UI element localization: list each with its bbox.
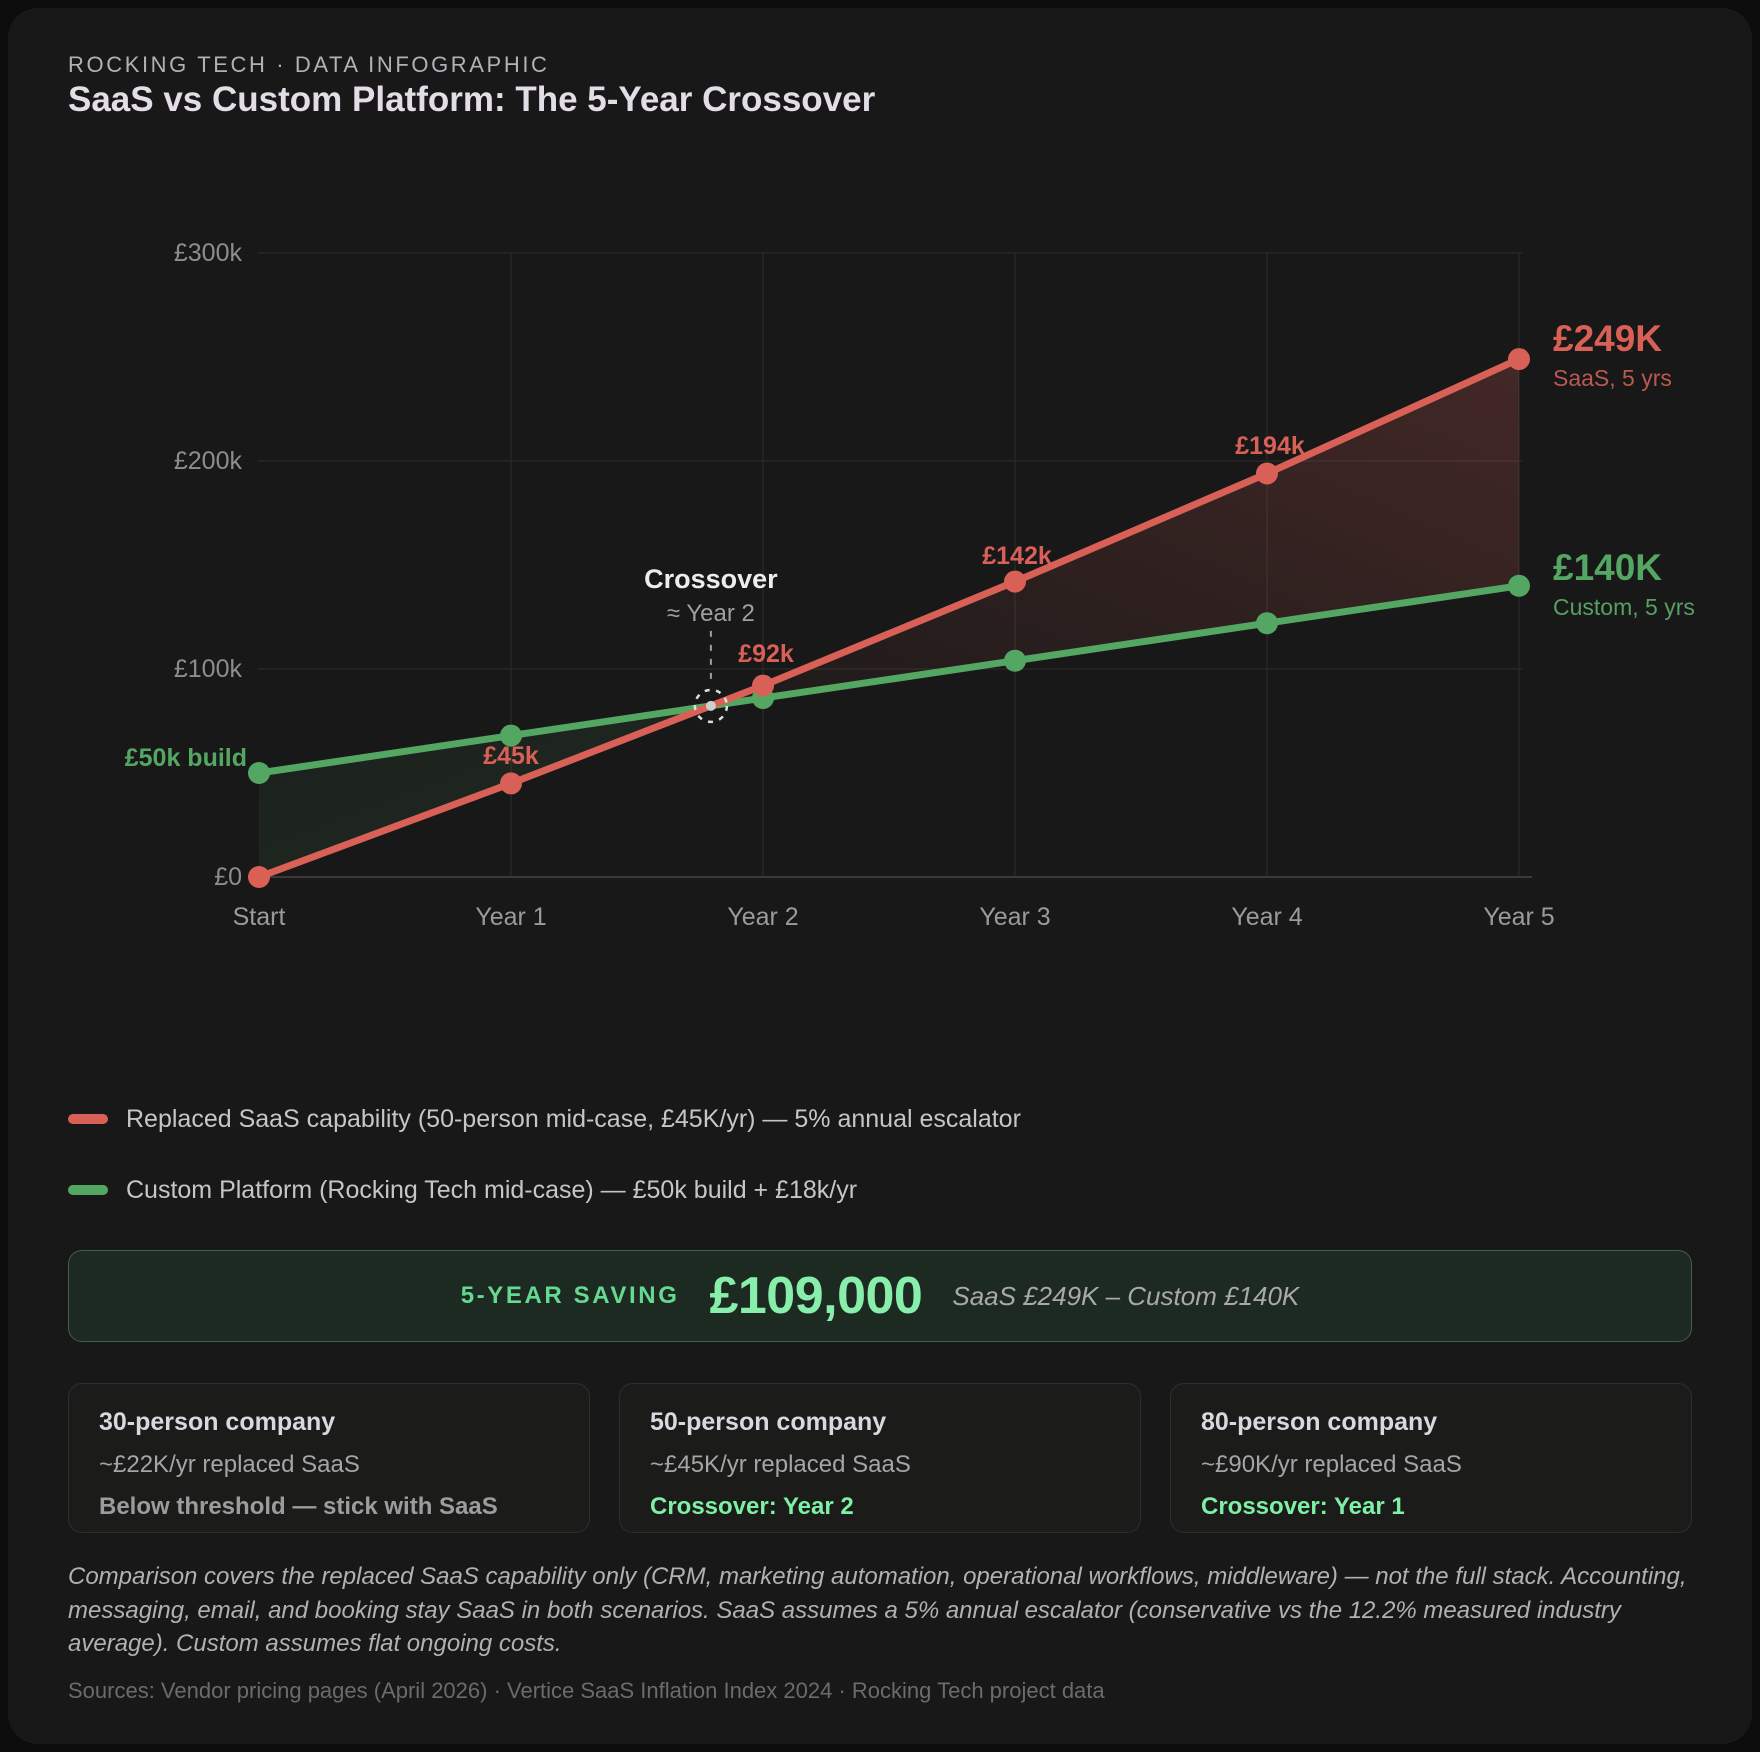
saas-year1-label: £45k [483, 742, 539, 770]
custom-end-value: £140K [1553, 547, 1663, 588]
saving-banner-note: SaaS £249K – Custom £140K [952, 1280, 1300, 1311]
saas-year4-label: £194k [1235, 432, 1305, 460]
card-title: 30-person company [99, 1408, 336, 1436]
saving-banner: 5-YEAR SAVING £109,000 SaaS £249K – Cust… [68, 1250, 1692, 1342]
custom-end-label: £140K Custom, 5 yrs [1553, 549, 1695, 621]
custom-legend-swatch [68, 1185, 108, 1195]
sources-line: Sources: Vendor pricing pages (April 202… [68, 1678, 1105, 1703]
legend-item-custom: Custom Platform (Rocking Tech mid-case) … [68, 1175, 857, 1205]
page-title: SaaS vs Custom Platform: The 5-Year Cros… [68, 80, 876, 119]
x-tick-year5: Year 5 [1483, 903, 1555, 931]
y-tick-0: £0 [214, 863, 242, 891]
x-tick-year3: Year 3 [979, 903, 1051, 931]
saas-end-label: £249K SaaS, 5 yrs [1553, 320, 1672, 392]
saving-banner-amount: £109,000 [709, 1267, 923, 1325]
custom-legend-label: Custom Platform (Rocking Tech mid-case) … [126, 1175, 858, 1204]
y-tick-100k: £100k [173, 655, 242, 683]
custom-end-caption: Custom, 5 yrs [1553, 594, 1695, 620]
card-verdict: Below threshold — stick with SaaS [99, 1493, 498, 1520]
saas-year2-label: £92k [738, 640, 794, 668]
brand-kicker: ROCKING TECH · DATA INFOGRAPHIC [68, 52, 550, 77]
saas-end-caption: SaaS, 5 yrs [1553, 365, 1672, 391]
custom-start-label: £50k build [124, 744, 247, 772]
card-verdict: Crossover: Year 1 [1201, 1493, 1405, 1520]
legend-item-saas: Replaced SaaS capability (50-person mid-… [68, 1104, 1021, 1134]
x-tick-year2: Year 2 [727, 903, 799, 931]
scenario-card-80-person: 80-person company ~£90K/yr replaced SaaS… [1170, 1383, 1692, 1533]
scenario-card-50-person: 50-person company ~£45K/yr replaced SaaS… [619, 1383, 1141, 1533]
saas-year3-label: £142k [982, 542, 1052, 570]
y-tick-300k: £300k [173, 239, 242, 267]
saas-end-value: £249K [1553, 318, 1663, 359]
x-tick-year4: Year 4 [1231, 903, 1303, 931]
card-title: 80-person company [1201, 1408, 1438, 1436]
card-verdict: Crossover: Year 2 [650, 1493, 854, 1520]
x-tick-year1: Year 1 [475, 903, 547, 931]
card-subtitle: ~£90K/yr replaced SaaS [1201, 1451, 1462, 1478]
scenario-card-30-person: 30-person company ~£22K/yr replaced SaaS… [68, 1383, 590, 1533]
saas-legend-label: Replaced SaaS capability (50-person mid-… [126, 1104, 1021, 1133]
crossover-annotation: Crossover ≈ Year 2 [644, 563, 778, 628]
crossover-subtitle: ≈ Year 2 [666, 600, 755, 627]
crossover-title: Crossover [644, 564, 778, 594]
card-title: 50-person company [650, 1408, 887, 1436]
card-subtitle: ~£22K/yr replaced SaaS [99, 1451, 360, 1478]
x-tick-start: Start [232, 903, 286, 931]
saving-banner-label: 5-YEAR SAVING [460, 1282, 680, 1309]
y-tick-200k: £200k [173, 447, 242, 475]
saas-legend-swatch [68, 1114, 108, 1124]
methodology-footnote: Comparison covers the replaced SaaS capa… [68, 1563, 1687, 1657]
card-subtitle: ~£45K/yr replaced SaaS [650, 1451, 911, 1478]
